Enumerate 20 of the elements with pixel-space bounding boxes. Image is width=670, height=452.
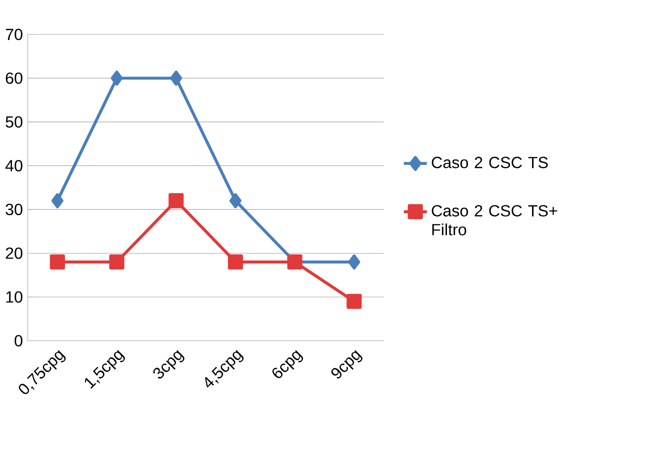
legend-label: Caso 2 CSC TS <box>432 156 548 168</box>
point <box>168 193 184 208</box>
point <box>229 193 242 208</box>
point <box>110 70 123 86</box>
point <box>109 254 124 270</box>
point <box>170 70 182 86</box>
y-tick-label: 60 <box>6 72 22 84</box>
y-tick-label: 70 <box>6 28 22 40</box>
point <box>346 294 362 309</box>
y-tick-label: 40 <box>5 160 22 172</box>
y-tick-label: 10 <box>6 291 22 303</box>
y-tick-label: 30 <box>6 204 22 216</box>
y-tick-label: 20 <box>6 248 22 260</box>
point <box>51 193 64 208</box>
point <box>228 254 243 270</box>
point <box>50 254 65 270</box>
legend-label: Caso 2 CSC TS+ Filtro <box>432 205 558 236</box>
point <box>348 254 360 270</box>
y-tick-label: 0 <box>14 335 22 347</box>
y-tick-label: 50 <box>6 116 22 128</box>
